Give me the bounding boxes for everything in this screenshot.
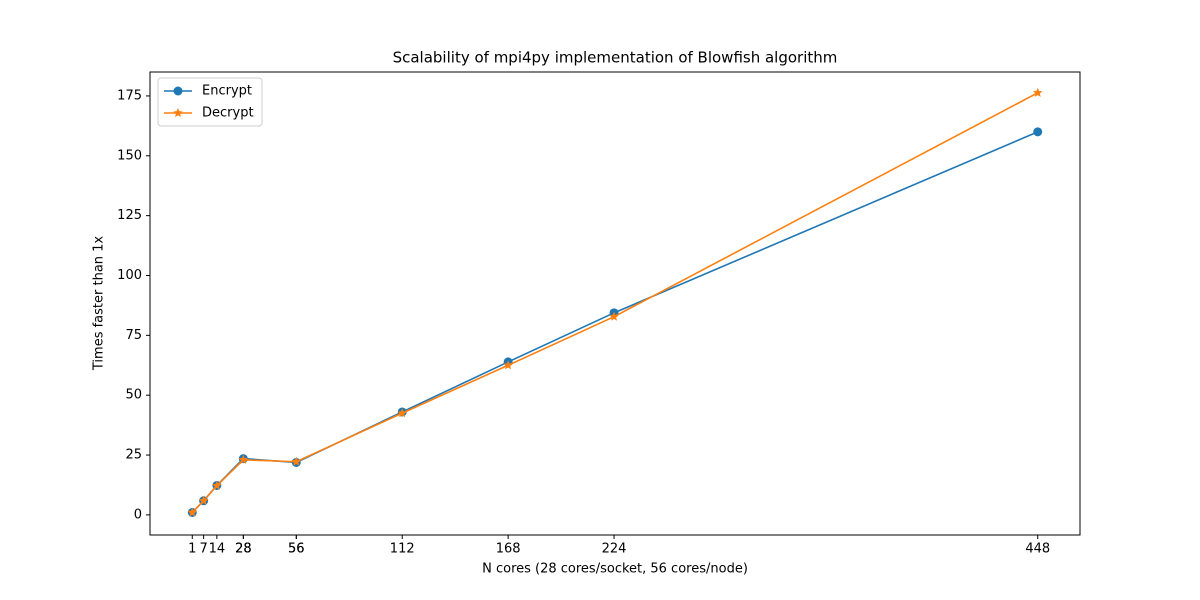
point bbox=[397, 408, 407, 418]
y-tick-label: 150 bbox=[117, 148, 142, 163]
series-line bbox=[191, 131, 1039, 514]
legend-marker bbox=[173, 86, 183, 96]
y-axis-label: Times faster than 1x bbox=[92, 236, 107, 372]
y-tick-label: 0 bbox=[134, 507, 142, 522]
legend-label: Decrypt bbox=[202, 106, 254, 121]
x-tick-label: 28 bbox=[235, 542, 252, 557]
point bbox=[503, 360, 513, 370]
plot-frame bbox=[149, 71, 1081, 536]
x-axis-label: N cores (28 cores/socket, 56 cores/node) bbox=[482, 562, 748, 577]
legend-marker bbox=[173, 108, 183, 118]
point bbox=[238, 454, 249, 464]
x-tick-label: 7 bbox=[199, 542, 207, 557]
point bbox=[1032, 87, 1043, 97]
point bbox=[198, 495, 209, 505]
x-tick-label: 56 bbox=[288, 542, 305, 557]
x-tick-label: 56 bbox=[288, 542, 305, 557]
x-tick-label: 28 bbox=[235, 542, 252, 557]
series-line bbox=[191, 92, 1039, 514]
x-tick-label: 1 bbox=[188, 542, 196, 557]
y-tick-label: 125 bbox=[117, 208, 142, 223]
x-tick-label: 448 bbox=[1025, 542, 1050, 557]
y-tick-label: 50 bbox=[125, 388, 142, 403]
chart-title: Scalability of mpi4py implementation of … bbox=[393, 49, 838, 67]
x-tick-label: 168 bbox=[496, 542, 521, 557]
legend-label: Encrypt bbox=[202, 84, 252, 99]
y-tick-label: 175 bbox=[117, 88, 142, 103]
y-tick-label: 100 bbox=[117, 268, 142, 283]
point bbox=[291, 456, 302, 466]
x-tick-label: 14 bbox=[209, 542, 226, 557]
y-tick-label: 75 bbox=[125, 328, 142, 343]
x-tick-label: 112 bbox=[390, 542, 415, 557]
point bbox=[212, 480, 222, 490]
legend: Encrypt Decrypt bbox=[157, 77, 263, 127]
point bbox=[1033, 127, 1043, 137]
x-tick-label: 224 bbox=[602, 542, 627, 557]
point bbox=[187, 507, 198, 517]
point bbox=[609, 311, 619, 321]
y-tick-label: 25 bbox=[125, 448, 142, 463]
legend-box bbox=[157, 77, 263, 127]
